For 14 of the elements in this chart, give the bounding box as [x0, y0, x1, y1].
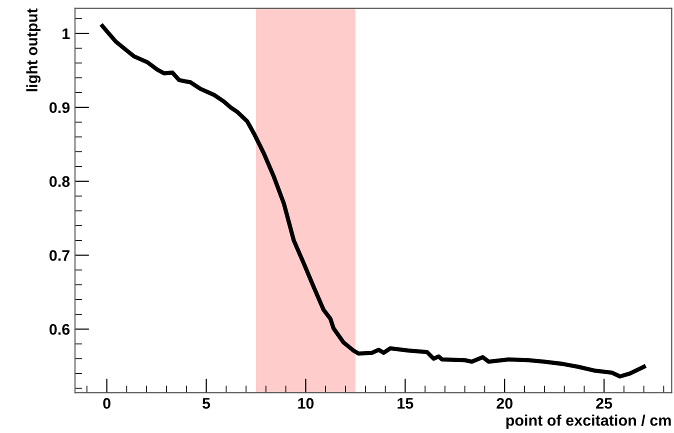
line-series	[100, 24, 646, 379]
x-tick-label: 20	[496, 398, 512, 409]
x-tick-label: 5	[202, 398, 210, 409]
y-tick-label: 0.7	[50, 250, 70, 261]
y-tick-label: 1	[62, 28, 70, 39]
x-tick-label: 10	[298, 398, 314, 409]
y-tick-label: 0.6	[50, 324, 70, 335]
x-tick-label: 15	[398, 398, 414, 409]
x-tick-label: 0	[103, 398, 110, 409]
y-tick-label: 0.8	[50, 176, 70, 187]
x-axis-title: point of excitation / cm	[506, 414, 671, 429]
y-axis-title: light output	[26, 8, 41, 92]
x-tick-label: 25	[596, 398, 612, 409]
y-tick-label: 0.9	[50, 102, 70, 114]
